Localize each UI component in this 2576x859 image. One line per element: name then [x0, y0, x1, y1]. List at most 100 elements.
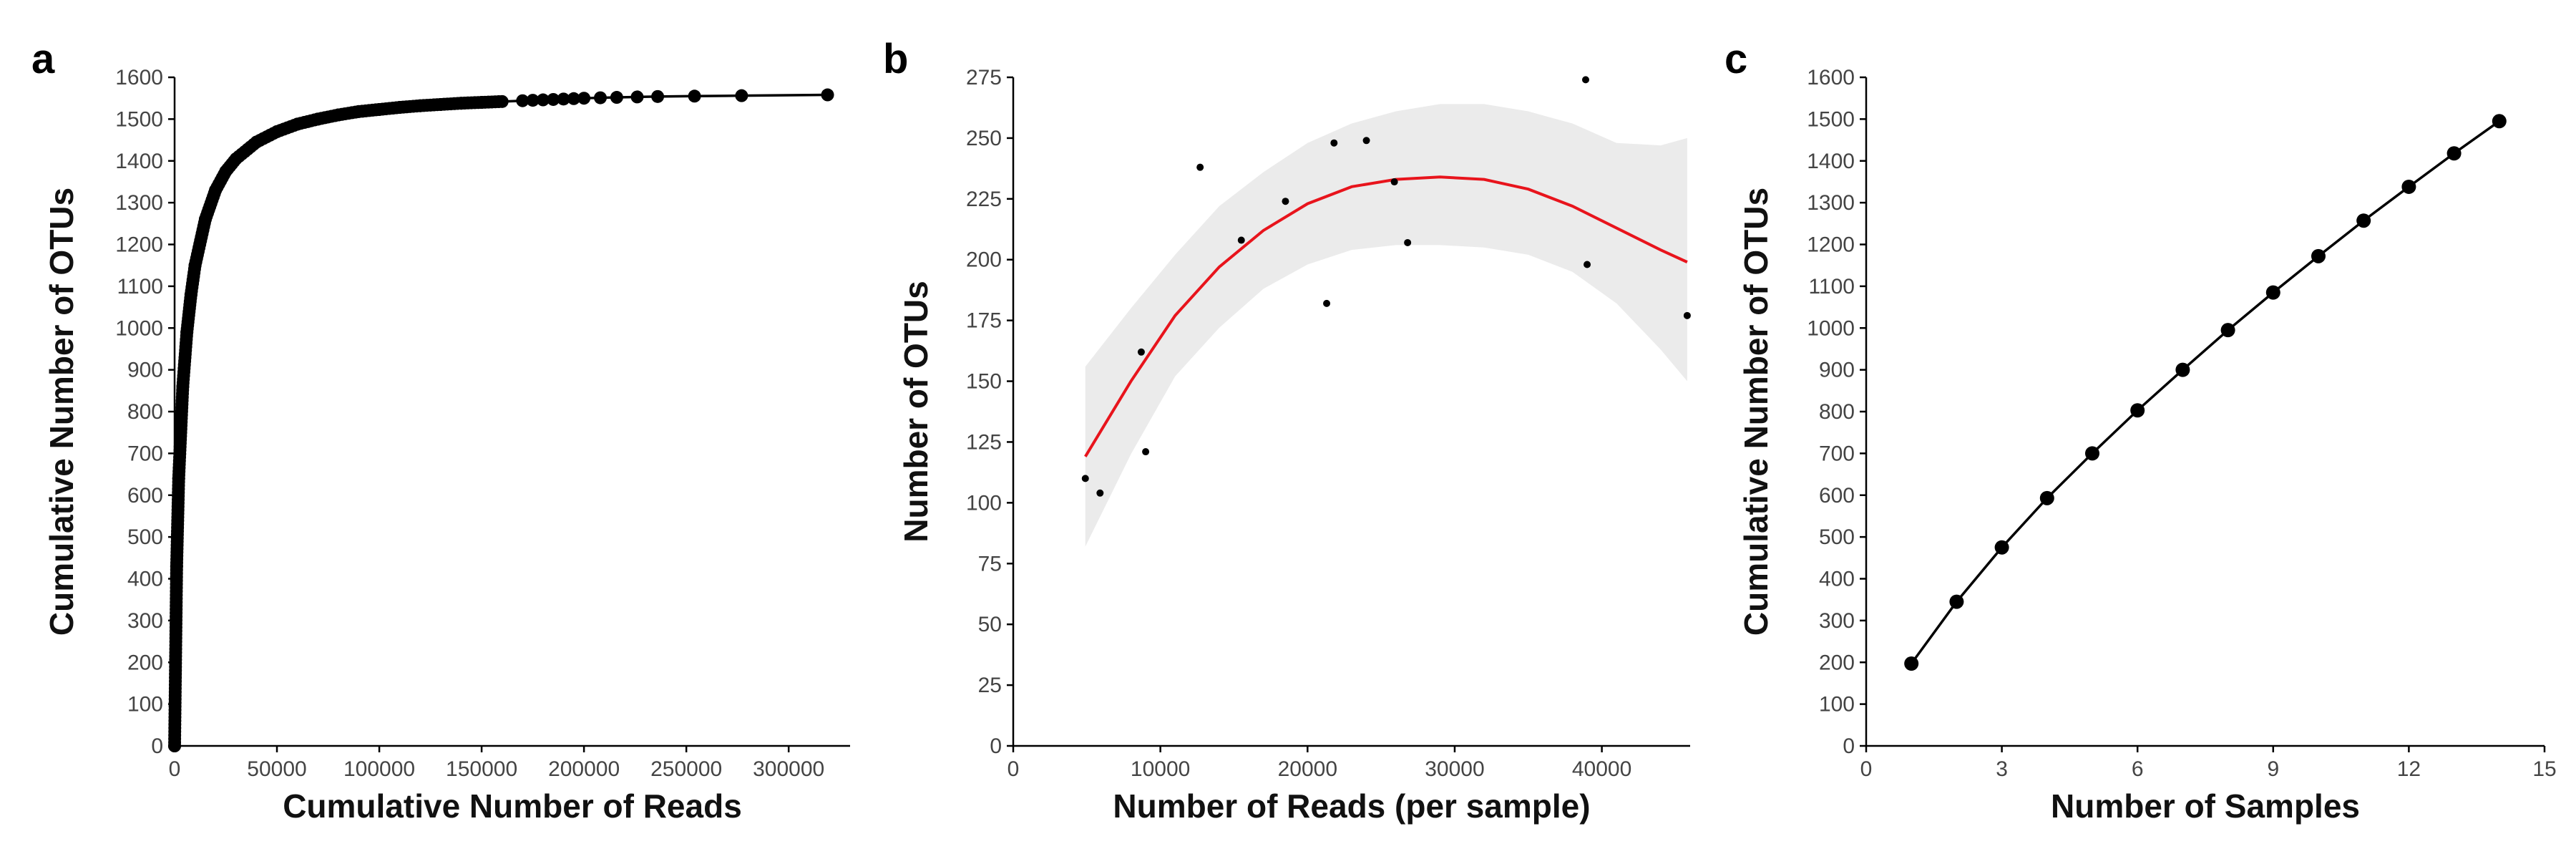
data-point — [1994, 540, 2009, 555]
y-tick-label: 600 — [127, 484, 163, 508]
data-point — [1390, 178, 1398, 186]
data-point — [1362, 137, 1370, 145]
y-tick-label: 100 — [127, 693, 163, 717]
data-point — [1949, 594, 1964, 609]
y-tick-label: 600 — [1819, 484, 1855, 508]
data-point — [2492, 114, 2507, 129]
y-tick-label: 200 — [1819, 651, 1855, 674]
y-tick-label: 300 — [127, 609, 163, 633]
y-tick-label: 225 — [966, 188, 1002, 211]
data-point — [1081, 475, 1089, 482]
data-point — [594, 91, 608, 105]
x-tick-label: 200000 — [548, 757, 620, 781]
data-point — [331, 108, 345, 122]
y-tick-label: 150 — [966, 370, 1002, 394]
y-tick-label: 500 — [127, 525, 163, 549]
y-tick-label: 0 — [151, 734, 163, 758]
y-tick-label: 0 — [990, 734, 1002, 758]
y-tick-label: 1100 — [117, 275, 163, 299]
data-point — [1330, 139, 1338, 147]
data-point — [1323, 299, 1331, 307]
data-point — [168, 739, 181, 752]
x-axis-title: Cumulative Number of Reads — [283, 787, 742, 825]
y-tick-label: 1300 — [1807, 191, 1855, 215]
y-tick-label: 800 — [1819, 400, 1855, 424]
y-tick-label: 250 — [966, 127, 1002, 150]
y-axis-title: Cumulative Number of OTUs — [1737, 188, 1775, 636]
y-tick-label: 1400 — [115, 150, 163, 173]
panel-letter: c — [1724, 36, 1747, 82]
data-point — [414, 99, 427, 112]
data-point — [688, 89, 701, 103]
y-tick-label: 1200 — [115, 233, 163, 257]
y-tick-label: 400 — [127, 568, 163, 591]
x-tick-label: 40000 — [1572, 757, 1631, 781]
data-point — [311, 112, 325, 126]
x-tick-label: 3 — [1996, 757, 2008, 781]
y-tick-label: 200 — [966, 248, 1002, 272]
x-axis-title: Number of Reads (per sample) — [1113, 787, 1590, 825]
data-point — [1404, 238, 1412, 246]
y-tick-label: 1100 — [1808, 275, 1855, 299]
y-tick-label: 1400 — [1807, 150, 1855, 173]
x-tick-label: 50000 — [247, 757, 306, 781]
data-point — [170, 559, 183, 573]
data-point — [229, 152, 243, 165]
data-point — [2130, 403, 2145, 418]
data-point — [2311, 248, 2326, 263]
y-tick-label: 100 — [966, 491, 1002, 515]
data-point — [1096, 489, 1104, 497]
data-point — [188, 258, 202, 272]
data-point — [172, 472, 185, 485]
data-point — [2175, 362, 2190, 377]
y-tick-label: 1200 — [1807, 233, 1855, 257]
data-point — [1904, 656, 1919, 671]
panel-a: a 0 100 200 300 400 500 600 700 800 900 1000 1100 120… — [31, 36, 850, 825]
x-tick-label: 6 — [2132, 757, 2144, 781]
data-point — [393, 101, 406, 115]
y-tick-label: 400 — [1819, 568, 1855, 591]
data-point — [219, 165, 233, 178]
data-point — [176, 379, 190, 393]
data-point — [270, 125, 284, 138]
data-point — [577, 92, 591, 105]
y-tick-label: 275 — [966, 66, 1002, 89]
x-tick-label: 250000 — [650, 757, 722, 781]
data-point — [1584, 261, 1591, 268]
y-tick-label: 125 — [966, 430, 1002, 454]
data-point — [434, 97, 447, 111]
y-tick-label: 500 — [1819, 525, 1855, 549]
y-tick-label: 100 — [1819, 693, 1855, 717]
data-point — [198, 213, 212, 226]
y-tick-label: 1500 — [1807, 107, 1855, 131]
y-tick-label: 700 — [127, 442, 163, 465]
data-point — [1581, 76, 1589, 84]
data-point — [2265, 285, 2280, 300]
panel-c: c010020030040050060070080090010001100120… — [1724, 36, 2557, 825]
data-point — [180, 326, 194, 339]
data-point — [1137, 348, 1145, 356]
data-point — [2085, 446, 2099, 461]
data-point — [250, 135, 263, 149]
data-point — [536, 93, 550, 107]
y-tick-label: 1300 — [115, 191, 163, 215]
x-tick-label: 0 — [169, 757, 181, 781]
data-point — [2220, 323, 2235, 338]
data-point — [1282, 198, 1289, 205]
data-point — [2446, 146, 2462, 161]
panel-b: b 0 25 50 75 100 125 150 175 200 225 250 275 0 10000 20… — [883, 36, 1691, 825]
x-tick-label: 20000 — [1278, 757, 1337, 781]
x-tick-label: 15 — [2532, 757, 2556, 781]
data-point — [495, 94, 509, 108]
data-point — [1142, 448, 1150, 456]
y-tick-label: 0 — [1843, 734, 1855, 758]
data-point — [516, 94, 530, 107]
x-tick-label: 150000 — [446, 757, 517, 781]
data-point — [735, 89, 748, 102]
y-tick-label: 25 — [978, 674, 1002, 697]
series-line — [1910, 120, 2500, 665]
x-tick-label: 0 — [1860, 757, 1873, 781]
x-axis-title: Number of Samples — [2051, 787, 2360, 825]
confidence-band — [1085, 104, 1687, 547]
